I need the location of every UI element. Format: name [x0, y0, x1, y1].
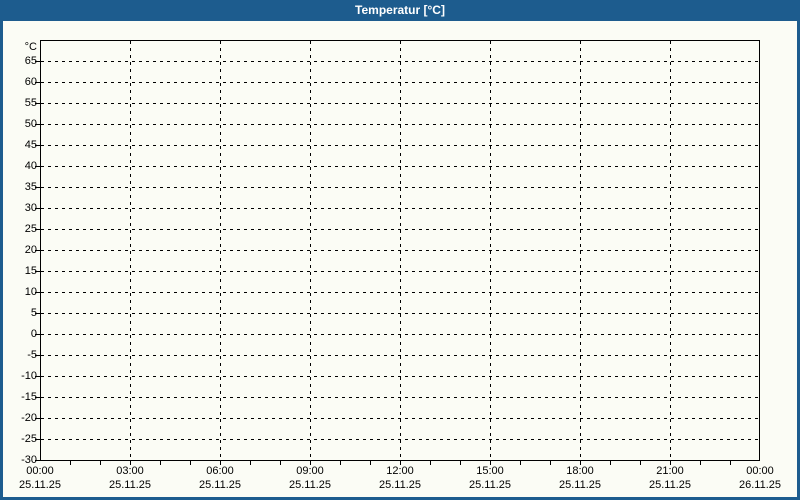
y-axis-unit-label: °C [24, 41, 37, 53]
y-tick-label: -15 [21, 391, 37, 403]
window-title: Temperatur [°C] [355, 3, 445, 17]
x-axis-tick [370, 461, 371, 465]
x-tick-date-label: 25.11.25 [108, 479, 151, 491]
x-tick-date-label: 25.11.25 [648, 479, 691, 491]
y-tick-label: 30 [24, 202, 37, 214]
window-border-right [797, 21, 800, 500]
window-border-bottom [0, 497, 800, 500]
x-tick-time-label: 12:00 [386, 465, 414, 477]
x-tick-time-label: 00:00 [746, 465, 774, 477]
x-axis-tick [220, 461, 221, 465]
x-tick-time-label: 00:00 [26, 465, 54, 477]
x-axis-tick [160, 461, 161, 465]
window-title-bar: Temperatur [°C] [0, 0, 800, 21]
x-axis-tick [100, 461, 101, 465]
y-tick-label: 35 [24, 181, 37, 193]
y-tick-label: 55 [24, 97, 37, 109]
y-tick-label: 0 [30, 328, 37, 340]
x-axis-tick [130, 461, 131, 465]
x-tick-time-label: 15:00 [476, 465, 504, 477]
x-axis-tick [580, 461, 581, 465]
x-tick-date-label: 25.11.25 [288, 479, 331, 491]
window-border-left [0, 21, 3, 500]
x-tick-time-label: 21:00 [656, 465, 684, 477]
x-tick-date-label: 25.11.25 [468, 479, 511, 491]
y-tick-label: 40 [24, 160, 37, 172]
x-axis-tick [250, 461, 251, 465]
y-tick-label: 20 [24, 244, 37, 256]
x-tick-time-label: 18:00 [566, 465, 594, 477]
y-tick-label: 10 [24, 286, 37, 298]
x-axis-tick [730, 461, 731, 465]
y-tick-label: 15 [24, 265, 37, 277]
x-tick-time-label: 03:00 [116, 465, 144, 477]
x-axis-tick [520, 461, 521, 465]
x-tick-date-label: 25.11.25 [558, 479, 601, 491]
y-tick-label: -5 [27, 349, 37, 361]
x-tick-date-label: 25.11.25 [18, 479, 61, 491]
y-tick-label: 65 [24, 55, 37, 67]
y-tick-label: 50 [24, 118, 37, 130]
x-axis-tick [400, 461, 401, 465]
x-axis-tick [190, 461, 191, 465]
x-tick-time-label: 09:00 [296, 465, 324, 477]
x-axis-tick [490, 461, 491, 465]
y-tick-label: 60 [24, 76, 37, 88]
y-tick-label: -20 [21, 412, 37, 424]
x-axis-tick [430, 461, 431, 465]
y-tick-label: 45 [24, 139, 37, 151]
x-axis-tick [70, 461, 71, 465]
x-axis-tick [280, 461, 281, 465]
y-tick-label: 25 [24, 223, 37, 235]
x-axis-tick [640, 461, 641, 465]
x-tick-date-label: 25.11.25 [198, 479, 241, 491]
y-tick-label: -10 [21, 370, 37, 382]
x-axis-tick [310, 461, 311, 465]
y-tick-label: -25 [21, 433, 37, 445]
x-tick-date-label: 26.11.25 [738, 479, 781, 491]
x-axis-tick [550, 461, 551, 465]
x-tick-time-label: 06:00 [206, 465, 234, 477]
x-axis-tick [670, 461, 671, 465]
x-axis-tick [610, 461, 611, 465]
y-tick-label: -30 [21, 454, 37, 466]
x-axis-tick [460, 461, 461, 465]
x-axis-tick [340, 461, 341, 465]
x-tick-date-label: 25.11.25 [378, 479, 421, 491]
plot-area [40, 40, 760, 461]
y-tick-label: 5 [30, 307, 37, 319]
x-axis-tick [700, 461, 701, 465]
